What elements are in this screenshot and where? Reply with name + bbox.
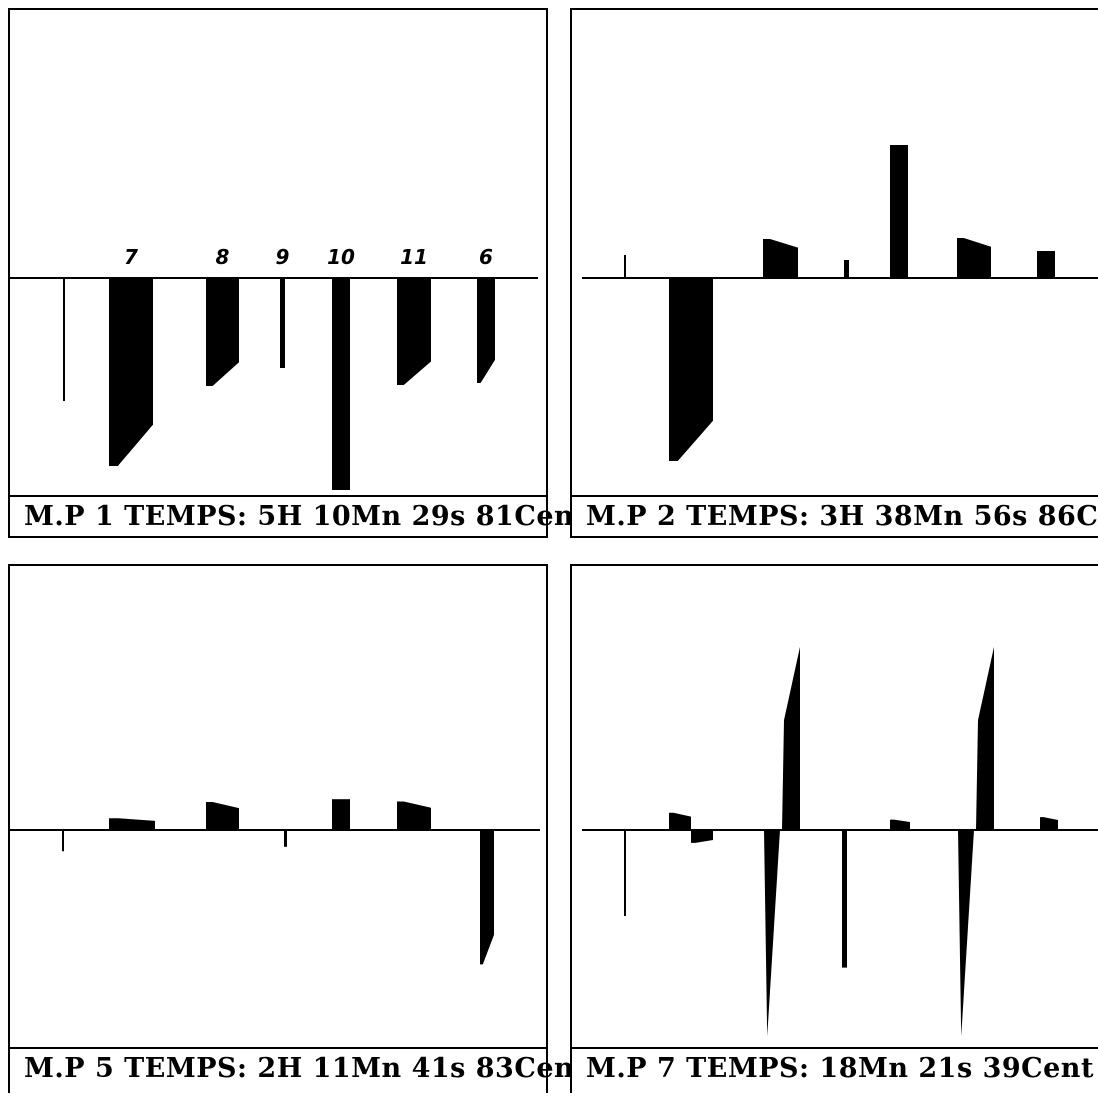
bar xyxy=(284,830,287,847)
chart-plot-mp7 xyxy=(582,646,1098,1037)
bar xyxy=(763,239,798,278)
bar xyxy=(109,278,153,466)
chart-title-mp5: M.P 5 TEMPS: 2H 11Mn 41s 83Cent xyxy=(10,1047,587,1097)
chart-plot-mp2 xyxy=(582,145,1098,461)
bar xyxy=(109,818,155,830)
bar xyxy=(691,830,713,843)
bar xyxy=(842,830,847,968)
bar xyxy=(397,278,431,385)
chart-plot-mp5 xyxy=(10,799,540,965)
bar xyxy=(480,830,494,965)
chart-panel-mp7: M.P 7 TEMPS: 18Mn 21s 39Cent xyxy=(570,564,1098,1093)
bar xyxy=(63,278,65,401)
bar xyxy=(782,646,800,830)
chart-title-mp1: M.P 1 TEMPS: 5H 10Mn 29s 81Cent xyxy=(10,495,587,540)
bar xyxy=(332,278,350,490)
bar xyxy=(890,145,908,278)
bar xyxy=(397,801,431,830)
tick-label: 6 xyxy=(479,245,493,269)
bar xyxy=(280,278,285,368)
bar xyxy=(844,260,849,278)
bar xyxy=(206,802,239,830)
chart-panel-mp2: M.P 2 TEMPS: 3H 38Mn 56s 86Cent xyxy=(570,8,1098,538)
bar xyxy=(62,830,64,852)
bar xyxy=(206,278,239,386)
bar xyxy=(624,255,626,278)
bar xyxy=(764,830,780,1037)
bar xyxy=(957,238,991,278)
bar xyxy=(669,812,691,830)
tick-label: 11 xyxy=(400,245,428,269)
chart-panel-mp1: 7 8 9 10 11 6 M.P 1 TEMPS: 5H 10Mn 29s 81Cent xyxy=(8,8,587,540)
bar xyxy=(1040,817,1058,830)
bar xyxy=(669,278,713,461)
bar xyxy=(958,830,974,1037)
bar xyxy=(332,799,350,830)
chart-plot-mp1: 7 8 9 10 11 6 xyxy=(10,245,538,490)
bar xyxy=(624,830,626,916)
bar xyxy=(976,646,994,830)
tick-label: 10 xyxy=(327,245,355,269)
bar xyxy=(1037,251,1055,278)
chart-title-mp2: M.P 2 TEMPS: 3H 38Mn 56s 86Cent xyxy=(572,495,1098,540)
bar xyxy=(890,819,910,830)
tick-label: 7 xyxy=(124,245,138,269)
tick-label: 8 xyxy=(216,245,230,269)
chart-panel-mp5: M.P 5 TEMPS: 2H 11Mn 41s 83Cent xyxy=(8,564,587,1093)
tick-label: 9 xyxy=(276,245,290,269)
chart-title-mp7: M.P 7 TEMPS: 18Mn 21s 39Cent xyxy=(572,1047,1098,1097)
bar xyxy=(477,278,495,383)
